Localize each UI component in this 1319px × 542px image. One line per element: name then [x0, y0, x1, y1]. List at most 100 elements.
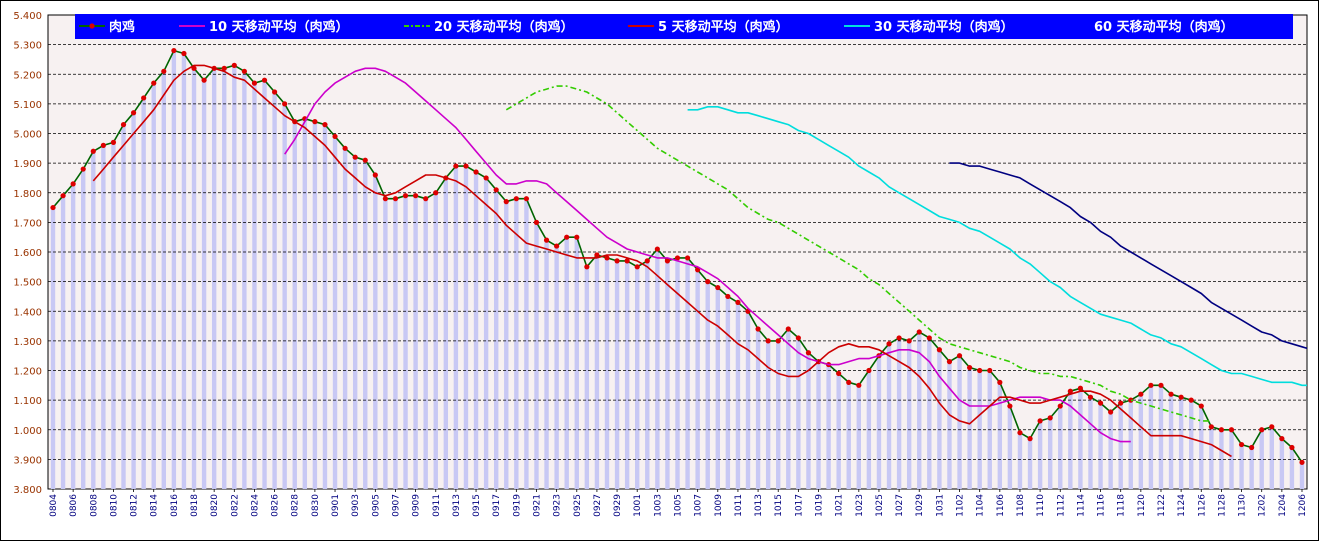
data-point — [937, 347, 942, 352]
data-point — [796, 335, 801, 340]
data-point — [111, 140, 116, 145]
data-point — [232, 63, 237, 68]
price-bar — [1270, 427, 1274, 489]
x-tick-label: 1019 — [815, 494, 825, 517]
price-bar — [695, 270, 699, 489]
legend-label: 5 天移动平均（肉鸡） — [658, 19, 789, 35]
x-tick-label: 1025 — [875, 494, 885, 517]
data-point — [655, 246, 660, 251]
y-tick-label: 1.100 — [13, 396, 42, 407]
price-bar — [826, 365, 830, 489]
legend-marker — [89, 23, 94, 28]
price-bar — [766, 341, 770, 489]
data-point — [614, 258, 619, 263]
data-point — [282, 101, 287, 106]
price-bar — [303, 119, 307, 489]
price-bar — [1118, 403, 1122, 489]
y-tick-label: 1.600 — [13, 248, 42, 259]
data-point — [201, 78, 206, 83]
price-bar — [605, 258, 609, 489]
price-bar — [1098, 403, 1102, 489]
price-bar — [1209, 427, 1213, 489]
data-point — [1259, 427, 1264, 432]
price-bar — [1008, 406, 1012, 489]
price-bar — [645, 261, 649, 489]
data-point — [121, 122, 126, 127]
x-tick-label: 1007 — [694, 494, 704, 517]
price-bar — [786, 329, 790, 489]
x-tick-label: 0907 — [391, 494, 401, 517]
data-point — [554, 243, 559, 248]
price-bar — [796, 338, 800, 489]
price-bar — [917, 332, 921, 489]
price-bar — [353, 157, 357, 489]
price-bar — [101, 145, 105, 489]
data-point — [947, 359, 952, 364]
price-bar — [141, 98, 145, 489]
x-tick-label: 1031 — [935, 494, 945, 517]
data-point — [1048, 415, 1053, 420]
price-bar — [111, 142, 115, 489]
data-point — [181, 51, 186, 56]
price-bar — [907, 341, 911, 489]
x-tick-label: 0929 — [613, 494, 623, 517]
price-bar — [756, 329, 760, 489]
data-point — [504, 199, 509, 204]
data-point — [413, 193, 418, 198]
y-axis-ticks: 3.8003.9001.0001.1001.2001.3001.4001.500… — [13, 11, 42, 496]
x-tick-label: 1013 — [754, 494, 764, 517]
x-tick-label: 0808 — [89, 494, 99, 517]
data-point — [574, 235, 579, 240]
data-point — [534, 220, 539, 225]
y-tick-label: 5.000 — [13, 130, 42, 141]
data-point — [755, 326, 760, 331]
price-bar — [1300, 462, 1304, 489]
data-point — [836, 371, 841, 376]
price-bar — [1249, 448, 1253, 489]
data-point — [635, 264, 640, 269]
price-bar — [816, 362, 820, 489]
data-point — [997, 380, 1002, 385]
data-point — [645, 258, 650, 263]
price-bar — [716, 288, 720, 489]
data-point — [433, 190, 438, 195]
y-tick-label: 1.900 — [13, 159, 42, 170]
data-point — [1289, 445, 1294, 450]
data-point — [705, 279, 710, 284]
data-point — [514, 196, 519, 201]
x-tick-label: 0909 — [412, 494, 422, 517]
price-bar — [625, 261, 629, 489]
price-bar — [806, 353, 810, 489]
x-tick-label: 0814 — [150, 494, 160, 517]
price-bar — [323, 125, 327, 489]
x-tick-label: 0816 — [170, 494, 180, 517]
price-bar — [534, 222, 538, 489]
data-point — [846, 380, 851, 385]
price-bar — [554, 246, 558, 489]
data-point — [60, 193, 65, 198]
data-point — [1017, 430, 1022, 435]
x-tick-label: 0820 — [210, 494, 220, 517]
price-bar — [1199, 406, 1203, 489]
price-bar — [91, 151, 95, 489]
x-tick-label: 1120 — [1137, 494, 1147, 517]
price-bar — [182, 54, 186, 489]
data-point — [685, 255, 690, 260]
x-tick-label: 1027 — [895, 494, 905, 517]
x-tick-label: 1204 — [1278, 494, 1288, 517]
price-bar — [595, 255, 599, 489]
price-bar — [81, 169, 85, 489]
x-tick-label: 1202 — [1258, 494, 1268, 517]
x-tick-label: 1017 — [794, 494, 804, 517]
data-point — [1158, 383, 1163, 388]
price-bar — [1088, 397, 1092, 489]
data-point — [1189, 398, 1194, 403]
y-tick-label: 1.000 — [13, 426, 42, 437]
data-point — [1179, 395, 1184, 400]
price-bar — [262, 80, 266, 489]
data-point — [393, 196, 398, 201]
x-tick-label: 0919 — [512, 494, 522, 517]
price-bar — [242, 71, 246, 489]
data-point — [1118, 400, 1123, 405]
